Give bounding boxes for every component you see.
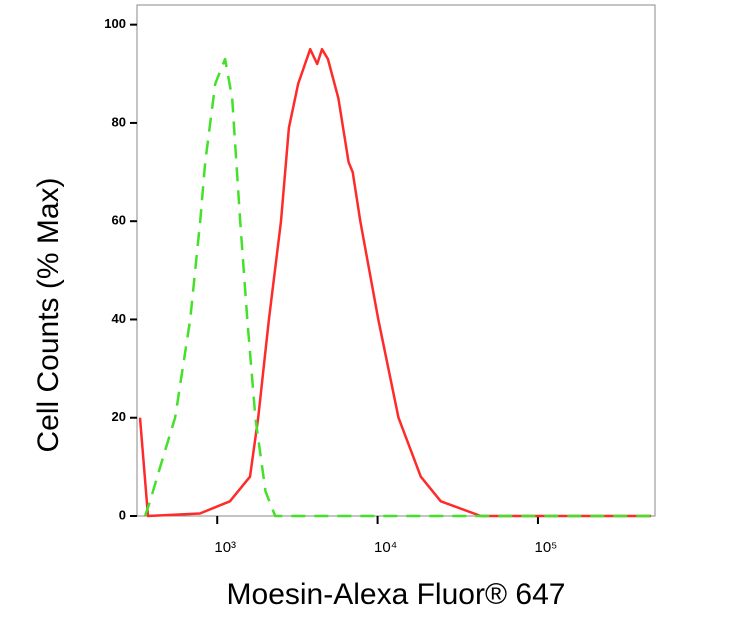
y-tick-label: 0 [119,507,126,522]
series-line [143,57,652,518]
x-tick-label: 10⁵ [534,539,557,556]
series-line [138,47,652,518]
y-tick-label: 100 [104,16,126,31]
x-tick-label: 10⁴ [374,539,397,556]
x-axis-label: Moesin-Alexa Fluor® 647 [227,578,566,611]
y-tick-label: 60 [112,213,126,228]
plot-frame [136,4,656,517]
y-tick-label: 40 [112,311,126,326]
y-tick-label: 20 [112,409,126,424]
y-axis-label: Cell Counts (% Max) [32,177,65,452]
x-tick-label: 10³ [214,539,236,556]
y-tick-label: 80 [112,114,126,129]
